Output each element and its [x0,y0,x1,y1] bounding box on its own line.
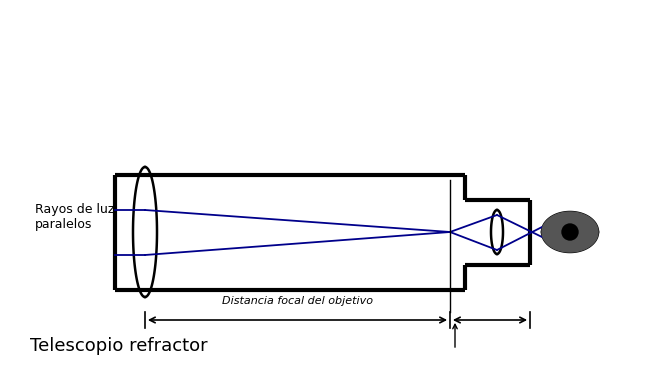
Text: Telescopio refractor: Telescopio refractor [30,337,208,355]
Polygon shape [542,212,598,252]
Circle shape [562,224,578,240]
Text: Distancia focal del objetivo: Distancia focal del objetivo [222,296,373,306]
Text: Rayos de luz
paralelos: Rayos de luz paralelos [35,203,115,231]
